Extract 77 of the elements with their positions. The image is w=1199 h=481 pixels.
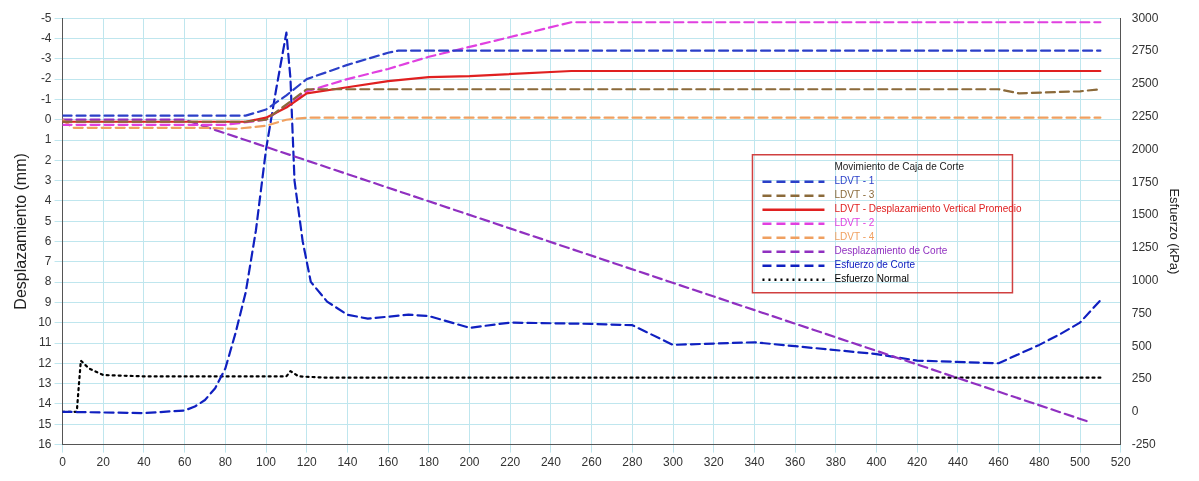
y-tick-label: -5 [40,10,52,25]
text: LDVT - 1 [834,175,875,187]
x-tick-label: 420 [907,455,928,470]
y-tick-label: 4 [44,193,52,208]
y2-tick-label: 1750 [1131,174,1159,189]
x-tick-label: 280 [622,455,643,470]
x-tick-label: 320 [703,455,725,470]
x-tick-label: 360 [785,455,806,470]
line-series [62,31,1102,415]
legend-title: Movimiento de Caja de Corte [834,161,965,173]
x-tick-label: 260 [581,455,602,470]
y-tick-label: -2 [40,71,52,86]
x-tick-label: 60 [177,455,192,470]
y-tick-label: 0 [44,112,52,127]
x-tick-label: 460 [988,455,1009,470]
y-tick-label: 13 [38,376,52,390]
x-tick-label: 0 [59,455,67,470]
y2-tick-label: 1250 [1131,240,1159,255]
text: Desplazamiento de Corte [834,245,948,257]
y-tick-label: 5 [44,213,52,228]
y-tick-label: -4 [40,30,52,45]
line-series [62,49,1102,117]
text: LDVT - 3 [834,189,875,201]
x-tick-label: 140 [337,455,358,470]
y2-axis-title: Esfuerzo (kPa) [1166,188,1182,275]
y2-tick-label: 2500 [1131,76,1159,91]
y2-tick-label: 250 [1131,371,1153,386]
text: LDVT - 2 [834,217,875,229]
y2-tick-label: 2000 [1131,141,1159,156]
text: Esfuerzo de Corte [834,259,916,271]
x-tick-label: 240 [540,455,562,470]
x-tick-label: 40 [137,455,151,470]
y-axis-title: Desplazamiento (mm) [12,153,30,310]
y2-tick-label: 2750 [1131,43,1159,58]
x-tick-label: 220 [500,455,521,470]
x-tick-label: 20 [96,455,111,470]
y-tick-label: 10 [38,315,52,330]
y-tick-label: 1 [44,132,52,147]
x-tick-label: 400 [866,455,887,470]
y-tick-label: 6 [44,233,52,248]
x-tick-label: 500 [1069,455,1091,470]
y-tick-label: 9 [44,294,52,309]
y2-tick-label: 500 [1131,338,1153,353]
y2-tick-label: 0 [1131,404,1139,419]
x-tick-label: 300 [663,455,684,470]
y-tick-label: 15 [38,416,52,431]
y2-tick-label: 750 [1131,305,1153,320]
x-tick-label: 480 [1029,455,1050,470]
y-tick-label: -1 [40,91,52,106]
text: Esfuerzo Normal [834,273,909,285]
y-tick-label: 11 [39,335,52,350]
line-series [62,116,1102,130]
x-tick-label: 160 [378,455,399,470]
x-tick-label: 80 [218,455,233,470]
line-series [62,21,1102,126]
text: LDVT - 4 [834,231,875,243]
y-tick-label: 16 [38,436,52,451]
y2-tick-label: 3000 [1131,10,1159,25]
x-tick-label: 440 [947,455,969,470]
y2-tick-label: 1500 [1131,207,1159,222]
y2-tick-label: 1000 [1131,272,1159,287]
x-tick-label: 200 [459,455,480,470]
y-tick-label: -3 [40,51,52,66]
y-tick-label: 7 [44,254,52,269]
y-tick-label: 12 [38,355,52,370]
y-tick-label: 8 [44,274,52,289]
x-tick-label: 520 [1110,455,1132,470]
x-tick-label: 340 [744,455,765,470]
x-tick-label: 380 [825,455,847,470]
x-tick-label: 120 [296,455,318,470]
y2-tick-label: 2250 [1131,108,1159,123]
y2-tick-label: -250 [1131,436,1157,451]
y-tick-label: 14 [38,396,52,411]
y-tick-label: 3 [44,172,52,187]
y-tick-label: 2 [44,152,52,167]
x-tick-label: 180 [418,455,440,470]
x-tick-label: 100 [256,455,277,470]
